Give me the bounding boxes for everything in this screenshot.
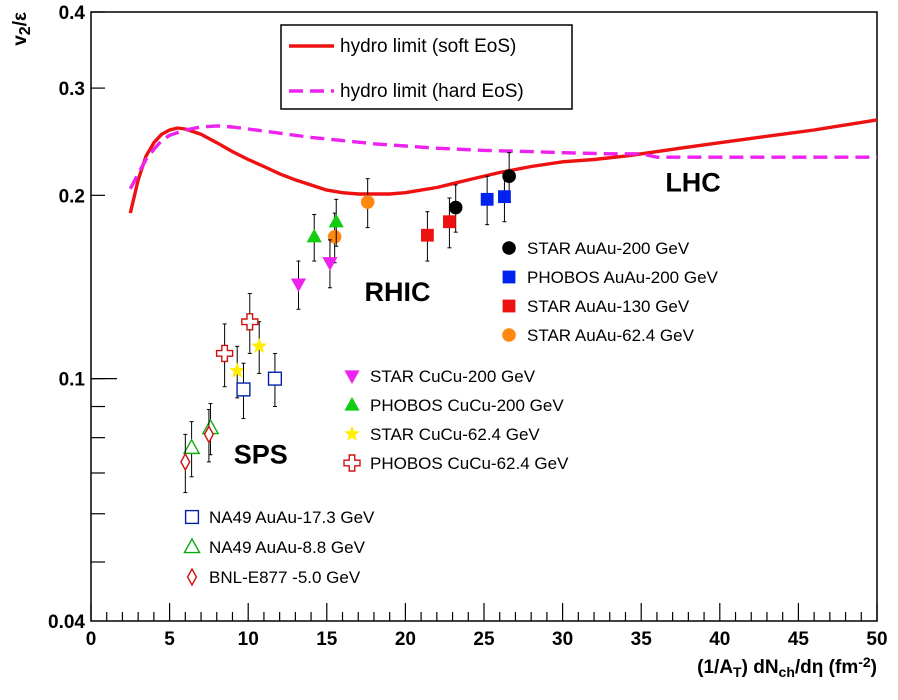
series-star-auau-200-gev [448, 152, 516, 233]
curve-hydro-limit-hard-eos [128, 124, 877, 190]
data-point [502, 169, 516, 183]
series-phobos-auau-200-gev [480, 173, 511, 226]
series-na49-auau-8-8-gev [182, 403, 220, 478]
x-axis-title: (1/AT) dNch/dη (fm-2) [697, 654, 877, 679]
hydro-curves [128, 118, 878, 214]
axis-ticks [90, 11, 878, 621]
y-tick-label: 0.04 [48, 612, 85, 633]
data-point [328, 213, 344, 228]
x-tick-label: 15 [316, 629, 338, 650]
hydro-legend: hydro limit (soft EoS) hydro limit (hard … [280, 24, 573, 110]
data-point [215, 344, 234, 363]
legend-label-phobos-auau-200-gev: PHOBOS AuAu-200 GeV [527, 268, 719, 287]
data-point [290, 278, 307, 293]
data-point [443, 215, 456, 229]
data-point [203, 424, 215, 444]
legend-label-phobos-cucu-200-gev: PHOBOS CuCu-200 GeV [370, 396, 564, 415]
legend-marker-star-cucu-62-4-gev [344, 425, 360, 441]
x-tick-label: 10 [238, 629, 259, 650]
legend-label-phobos-cucu-62-4-gev: PHOBOS CuCu-62.4 GeV [370, 454, 569, 473]
legend-marker-na49-auau-17-3-gev [184, 509, 200, 525]
data-point [360, 195, 375, 209]
y-tick-label: 0.4 [59, 3, 86, 24]
legend-marker-star-cucu-200-gev [344, 370, 360, 384]
legend-right-middle: STAR AuAu-200 GeV PHOBOS AuAu-200 GeV STAR… [502, 239, 719, 345]
series-na49-auau-17-3-gev [236, 352, 283, 420]
legend-marker-phobos-cucu-62-4-gev [343, 454, 361, 472]
x-tick-label: 20 [395, 629, 416, 650]
legend-marker-star-auau-62-4-gev [502, 328, 516, 342]
legend-label-na49-auau-17-3-gev: NA49 AuAu-17.3 GeV [209, 508, 375, 527]
axis-tick-labels: 0 5 10 15 20 25 30 35 40 45 50 0.04 0.1 0.2 0.3 0.4 [48, 3, 888, 650]
y-tick-label: 0.1 [59, 370, 86, 391]
x-tick-label: 30 [552, 629, 573, 650]
legend-label-bnl-e877-5-0-gev: BNL-E877 -5.0 GeV [209, 568, 361, 587]
series-star-auau-130-gev [421, 197, 456, 262]
y-tick-label: 0.2 [59, 186, 85, 207]
data-point [180, 452, 191, 472]
annotation-rhic: RHIC [365, 277, 431, 307]
annotation-sps: SPS [234, 440, 288, 470]
x-tick-label: 40 [709, 629, 730, 650]
legend-label-star-auau-130-gev: STAR AuAu-130 GeV [527, 297, 690, 316]
legend-marker-star-auau-200-gev [502, 241, 516, 255]
series-phobos-cucu-200-gev [306, 198, 344, 262]
hydro-legend-box [280, 24, 573, 110]
x-tick-label: 50 [866, 629, 887, 650]
legend-marker-phobos-cucu-200-gev [344, 397, 360, 411]
data-point [236, 382, 251, 397]
legend-center: STAR CuCu-200 GeV PHOBOS CuCu-200 GeV STAR… [343, 367, 569, 473]
x-tick-label: 5 [164, 629, 175, 650]
data-point [498, 190, 511, 204]
data-point [306, 228, 322, 243]
data-point [480, 192, 494, 206]
legend-label-na49-auau-8-8-gev: NA49 AuAu-8.8 GeV [209, 538, 366, 557]
y-tick-label: 0.3 [59, 79, 85, 100]
data-point [448, 200, 463, 215]
series-phobos-cucu-62-4-gev [215, 292, 259, 388]
legend-label-star-cucu-200-gev: STAR CuCu-200 GeV [370, 367, 536, 386]
y-axis-title: v2/ε [10, 12, 34, 46]
legend-marker-star-auau-130-gev [502, 299, 516, 313]
annotation-lhc: LHC [665, 167, 721, 197]
data-point [421, 228, 434, 242]
x-tick-label: 0 [86, 629, 97, 650]
series-bnl-e877-5-0-gev [180, 408, 215, 494]
legend-label-star-cucu-62-4-gev: STAR CuCu-62.4 GeV [370, 425, 540, 444]
data-point [229, 362, 246, 378]
legend-label-star-auau-62-4-gev: STAR AuAu-62.4 GeV [527, 326, 695, 345]
curve-hydro-limit-soft-eos [128, 118, 878, 214]
data-point [182, 438, 201, 455]
data-point [241, 313, 259, 331]
axis-titles: (1/AT) dNch/dη (fm-2) v2/ε [10, 12, 877, 680]
data-point [267, 371, 283, 386]
legend-marker-phobos-auau-200-gev [502, 270, 516, 284]
data-point [322, 257, 338, 271]
series-star-auau-62-4-gev [327, 178, 375, 264]
legend-marker-bnl-e877-5-0-gev [186, 567, 198, 587]
data-point [251, 337, 268, 354]
legend-label-hydro-limit-hard-eos: hydro limit (hard EoS) [340, 81, 524, 102]
x-tick-label: 35 [631, 629, 653, 650]
region-annotations: LHC RHIC SPS [234, 167, 721, 469]
x-tick-label: 25 [473, 629, 495, 650]
legend-bottom-left: NA49 AuAu-17.3 GeV NA49 AuAu-8.8 GeV BNL-E… [183, 508, 375, 587]
x-tick-label: 45 [788, 629, 810, 650]
legend-label-hydro-limit-soft-eos: hydro limit (soft EoS) [340, 36, 516, 57]
data-legends: STAR AuAu-200 GeV PHOBOS AuAu-200 GeV STAR… [183, 239, 719, 587]
legend-label-star-auau-200-gev: STAR AuAu-200 GeV [527, 239, 690, 258]
legend-marker-na49-auau-8-8-gev [183, 537, 201, 554]
data-points [180, 152, 516, 494]
series-star-cucu-200-gev [290, 239, 338, 310]
